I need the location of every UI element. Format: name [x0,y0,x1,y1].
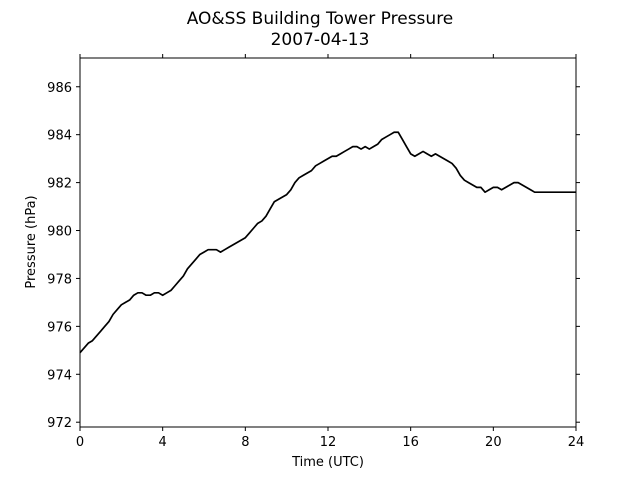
x-axis-label: Time (UTC) [291,455,364,470]
chart-title: AO&SS Building Tower Pressure [187,9,454,29]
y-tick-label: 982 [47,177,72,192]
x-tick-label: 24 [568,435,585,450]
x-tick-label: 12 [320,435,337,450]
x-tick-label: 0 [76,435,84,450]
y-tick-label: 980 [47,225,72,240]
y-tick-label: 986 [47,81,72,96]
x-tick-label: 4 [159,435,167,450]
chart-subtitle: 2007-04-13 [271,30,370,50]
y-tick-label: 972 [47,416,72,431]
plot-area: 0 4 8 12 16 20 24 972 974 976 978 980 982 984 986 [47,54,584,450]
pressure-series-line [79,131,576,354]
y-tick-label: 984 [47,129,72,144]
x-tick-label: 16 [402,435,419,450]
axes-frame [79,57,577,428]
x-tick-label: 20 [485,435,502,450]
y-tick-label: 978 [47,272,72,287]
y-tick-label: 974 [47,368,72,383]
x-tick-label: 8 [241,435,249,450]
y-tick-label: 976 [47,320,72,335]
y-axis-label: Pressure (hPa) [24,195,39,288]
